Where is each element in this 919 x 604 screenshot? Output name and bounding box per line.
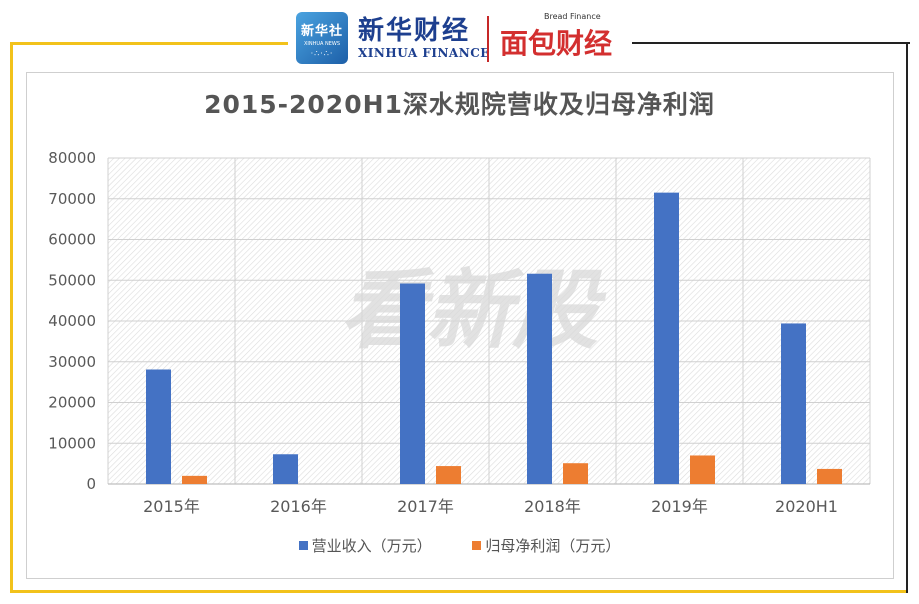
y-tick-label: 60000 — [48, 231, 96, 249]
frame-top-right-border — [632, 42, 910, 44]
x-tick-label: 2016年 — [270, 497, 327, 516]
brand-header: 新华社 XINHUA NEWS ·∴·∴· 新华财经 XINHUA FINANC… — [296, 8, 626, 68]
y-tick-label: 0 — [86, 475, 96, 493]
frame-left-border — [10, 42, 13, 592]
y-tick-label: 10000 — [48, 434, 96, 452]
gridlines — [107, 157, 871, 485]
frame-bottom-border — [10, 590, 908, 593]
bar-net-profit — [690, 455, 715, 484]
x-tick-label: 2017年 — [397, 497, 454, 516]
bar-revenue — [527, 273, 552, 484]
y-axis-labels: 80000 70000 60000 50000 40000 30000 20000 10000… — [48, 149, 96, 493]
bread-finance-logo-cn: 面包财经 — [500, 27, 613, 60]
x-tick-label: 2020H1 — [775, 497, 838, 516]
y-tick-label: 30000 — [48, 353, 96, 371]
frame-top-left-border — [10, 42, 288, 45]
y-tick-label: 20000 — [48, 394, 96, 412]
xinhua-finance-logo-cn: 新华财经 — [358, 16, 471, 46]
chart-title: 2015-2020H1深水规院营收及归母净利润 — [204, 90, 715, 119]
y-tick-label: 40000 — [48, 312, 96, 330]
bread-finance-logo-en: Bread Finance — [544, 12, 601, 21]
chart-legend: 营业收入（万元） 归母净利润（万元） — [0, 535, 919, 556]
xinhua-logo-cn: 新华社 — [300, 24, 343, 39]
bar-net-profit — [817, 468, 842, 484]
frame-right-border — [906, 42, 908, 593]
y-tick-label: 80000 — [48, 149, 96, 167]
legend-item-net-profit: 归母净利润（万元） — [472, 535, 620, 556]
x-axis-labels: 2015年 2016年 2017年 2018年 2019年 2020H1 — [143, 497, 838, 516]
bar-series — [146, 192, 842, 484]
legend-swatch-net-profit — [472, 541, 482, 550]
legend-swatch-revenue — [298, 541, 308, 550]
y-tick-label: 70000 — [48, 190, 96, 208]
bar-revenue — [400, 283, 425, 484]
bar-net-profit — [436, 466, 461, 484]
bar-revenue — [146, 369, 171, 484]
bar-net-profit — [182, 475, 207, 484]
network-dots-icon: ·∴·∴· — [310, 49, 334, 58]
bar-revenue — [654, 192, 679, 484]
bar-revenue — [781, 323, 806, 484]
watermark-text: 看新股 — [340, 261, 607, 361]
y-tick-label: 50000 — [48, 271, 96, 289]
x-tick-label: 2018年 — [524, 497, 581, 516]
bar-net-profit — [563, 463, 588, 484]
legend-item-revenue: 营业收入（万元） — [298, 535, 432, 556]
legend-label-net-profit: 归母净利润（万元） — [485, 537, 621, 555]
bar-revenue — [273, 454, 298, 484]
xinhua-news-logo: 新华社 XINHUA NEWS ·∴·∴· — [296, 12, 348, 64]
xinhua-finance-logo-en: XINHUA FINANCE — [358, 46, 490, 60]
x-tick-label: 2015年 — [143, 497, 200, 516]
xinhua-logo-en: XINHUA NEWS — [303, 41, 341, 47]
brand-divider — [487, 16, 489, 62]
legend-label-revenue: 营业收入（万元） — [311, 537, 432, 555]
x-tick-label: 2019年 — [651, 497, 708, 516]
